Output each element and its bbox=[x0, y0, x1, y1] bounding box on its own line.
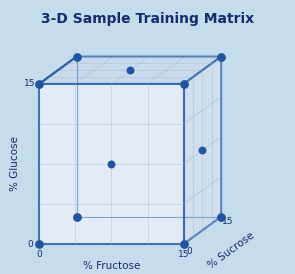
Text: 0: 0 bbox=[36, 250, 42, 259]
Point bbox=[181, 242, 186, 246]
Text: 0: 0 bbox=[27, 239, 33, 249]
Point bbox=[74, 54, 79, 59]
Polygon shape bbox=[39, 84, 183, 244]
Point bbox=[37, 242, 42, 246]
Point bbox=[219, 214, 224, 219]
Polygon shape bbox=[39, 56, 221, 84]
Polygon shape bbox=[183, 56, 221, 244]
Text: % Sucrose: % Sucrose bbox=[206, 231, 256, 271]
Text: 3-D Sample Training Matrix: 3-D Sample Training Matrix bbox=[41, 12, 254, 26]
Point bbox=[37, 82, 42, 86]
Text: 15: 15 bbox=[222, 217, 233, 226]
Text: 15: 15 bbox=[178, 250, 189, 259]
Text: 15: 15 bbox=[24, 79, 36, 89]
Text: % Glucose: % Glucose bbox=[9, 136, 19, 192]
Point bbox=[200, 148, 205, 152]
Point bbox=[219, 54, 224, 59]
Text: % Fructose: % Fructose bbox=[83, 261, 140, 271]
Point bbox=[181, 82, 186, 86]
Point bbox=[128, 68, 132, 72]
Point bbox=[109, 162, 114, 166]
Point bbox=[74, 214, 79, 219]
Text: 0: 0 bbox=[186, 247, 192, 256]
